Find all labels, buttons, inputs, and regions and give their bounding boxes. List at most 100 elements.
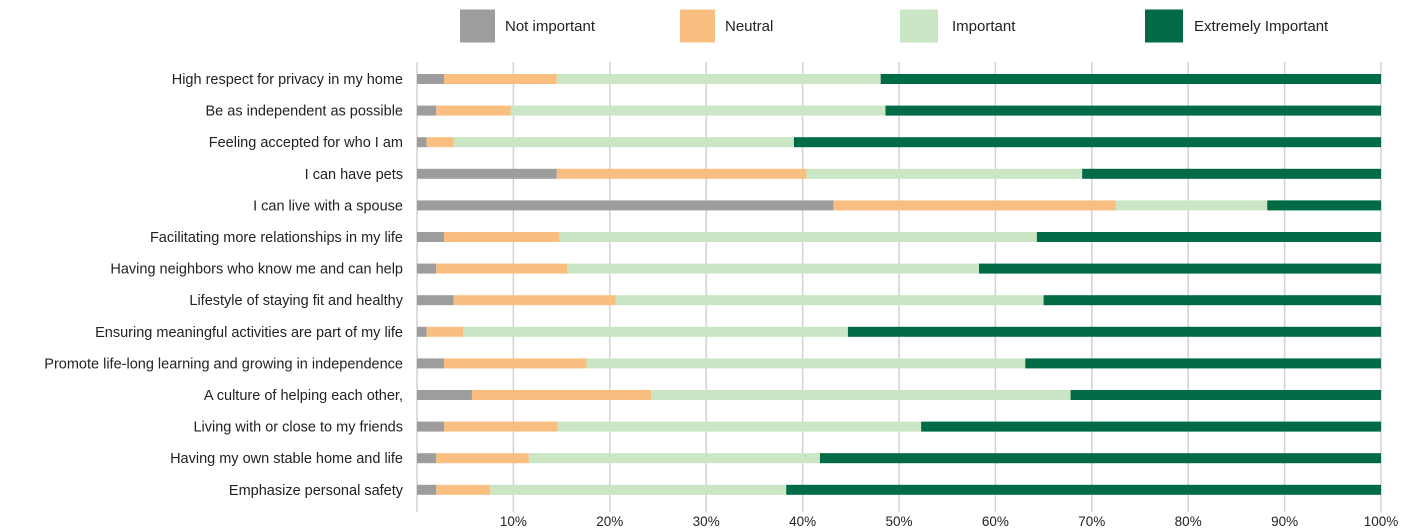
bar-row — [417, 232, 1381, 242]
bar-row — [417, 390, 1381, 400]
legend-swatch — [680, 9, 715, 43]
category-label: Facilitating more relationships in my li… — [150, 230, 403, 246]
bar-segment-not-important — [417, 326, 427, 337]
bar-segment-extremely-important — [921, 421, 1381, 432]
bar-segment-not-important — [417, 390, 472, 400]
bar-segment-neutral — [443, 74, 557, 84]
bar-segment-extremely-important — [1025, 358, 1381, 369]
bar-segment-neutral — [443, 232, 560, 242]
bar-segment-not-important — [417, 74, 444, 84]
bar-segment-extremely-important — [1036, 232, 1381, 242]
bar-segment-extremely-important — [819, 453, 1381, 464]
bar-segment-important — [557, 421, 922, 432]
x-tick-label: 100% — [1364, 514, 1399, 529]
bar-segment-neutral — [426, 326, 464, 337]
bar-segment-not-important — [417, 421, 444, 432]
bar-segment-not-important — [417, 232, 444, 242]
legend-label: Not important — [505, 18, 596, 35]
gridlines — [416, 62, 1382, 512]
bar-segment-neutral — [436, 484, 491, 495]
bar-segment-not-important — [417, 200, 834, 211]
bar-segment-extremely-important — [979, 263, 1381, 274]
bar-segment-extremely-important — [1043, 295, 1381, 306]
bar-row — [417, 484, 1381, 495]
bar-segment-neutral — [436, 453, 529, 464]
legend-label: Neutral — [725, 18, 773, 35]
bar-segment-extremely-important — [880, 74, 1381, 84]
bar-segment-neutral — [833, 200, 1116, 211]
bar-segment-neutral — [443, 358, 587, 369]
bar-row — [417, 200, 1381, 211]
bar-segment-important — [528, 453, 820, 464]
bar-segment-neutral — [453, 295, 616, 306]
category-label: Lifestyle of staying fit and healthy — [189, 293, 403, 309]
bar-segment-extremely-important — [1082, 168, 1381, 179]
category-label: A culture of helping each other, — [204, 388, 403, 404]
bar-row — [417, 137, 1381, 148]
legend: Not important Neutral Important Extremely I… — [460, 9, 1329, 43]
category-label: Be as independent as possible — [205, 104, 403, 120]
bar-segment-not-important — [417, 105, 437, 116]
bar-segment-important — [806, 168, 1083, 179]
bar-segment-important — [567, 263, 980, 274]
bar-segment-neutral — [471, 390, 652, 400]
bar-segment-not-important — [417, 358, 444, 369]
x-tick-label: 40% — [789, 514, 816, 529]
x-tick-label: 20% — [596, 514, 623, 529]
x-tick-label: 50% — [885, 514, 912, 529]
bar-row — [417, 295, 1381, 306]
bar-segment-important — [651, 390, 1071, 400]
legend-swatch — [900, 9, 938, 43]
category-label: I can have pets — [305, 167, 403, 183]
bar-segment-neutral — [556, 168, 807, 179]
x-tick-label: 30% — [693, 514, 720, 529]
bar-segment-important — [510, 105, 886, 116]
category-label: Promote life-long learning and growing i… — [44, 356, 403, 372]
bar-segment-extremely-important — [885, 105, 1381, 116]
bar-segment-extremely-important — [793, 137, 1381, 148]
bar-segment-neutral — [436, 105, 511, 116]
bar-segment-not-important — [417, 137, 427, 148]
category-label: Ensuring meaningful activities are part … — [95, 325, 403, 341]
bar-segment-not-important — [417, 263, 437, 274]
category-label: Emphasize personal safety — [229, 483, 404, 499]
category-label: Living with or close to my friends — [193, 420, 403, 436]
bars — [417, 74, 1381, 495]
bar-segment-important — [615, 295, 1044, 306]
bar-segment-extremely-important — [1267, 200, 1381, 211]
bar-row — [417, 358, 1381, 369]
x-tick-label: 80% — [1175, 514, 1202, 529]
bar-row — [417, 421, 1381, 432]
category-label: Having my own stable home and life — [170, 451, 403, 467]
bar-segment-neutral — [443, 421, 558, 432]
x-tick-label: 60% — [982, 514, 1009, 529]
bar-segment-important — [556, 74, 881, 84]
category-label: High respect for privacy in my home — [172, 72, 403, 88]
legend-label: Important — [952, 18, 1016, 35]
bar-row — [417, 105, 1381, 116]
category-label: Feeling accepted for who I am — [209, 135, 403, 151]
x-axis-ticks: 10% 20% 30% 40% 50% 60% 70% 80% 90% 100% — [500, 514, 1398, 529]
category-labels: High respect for privacy in my home Be as… — [44, 72, 403, 499]
legend-swatch — [1145, 9, 1183, 43]
legend-label: Extremely Important — [1194, 18, 1329, 35]
bar-row — [417, 326, 1381, 337]
category-label: Having neighbors who know me and can hel… — [110, 262, 403, 278]
bar-row — [417, 453, 1381, 464]
bar-segment-extremely-important — [1070, 390, 1381, 400]
bar-segment-not-important — [417, 484, 437, 495]
bar-segment-important — [490, 484, 787, 495]
bar-row — [417, 263, 1381, 274]
category-label: I can live with a spouse — [253, 198, 403, 214]
bar-segment-not-important — [417, 453, 437, 464]
bar-row — [417, 168, 1381, 179]
bar-segment-important — [586, 358, 1026, 369]
x-tick-label: 10% — [500, 514, 527, 529]
bar-segment-important — [463, 326, 848, 337]
bar-segment-extremely-important — [847, 326, 1381, 337]
bar-segment-not-important — [417, 295, 454, 306]
bar-segment-important — [1115, 200, 1268, 211]
bar-segment-extremely-important — [786, 484, 1381, 495]
bar-segment-neutral — [436, 263, 568, 274]
